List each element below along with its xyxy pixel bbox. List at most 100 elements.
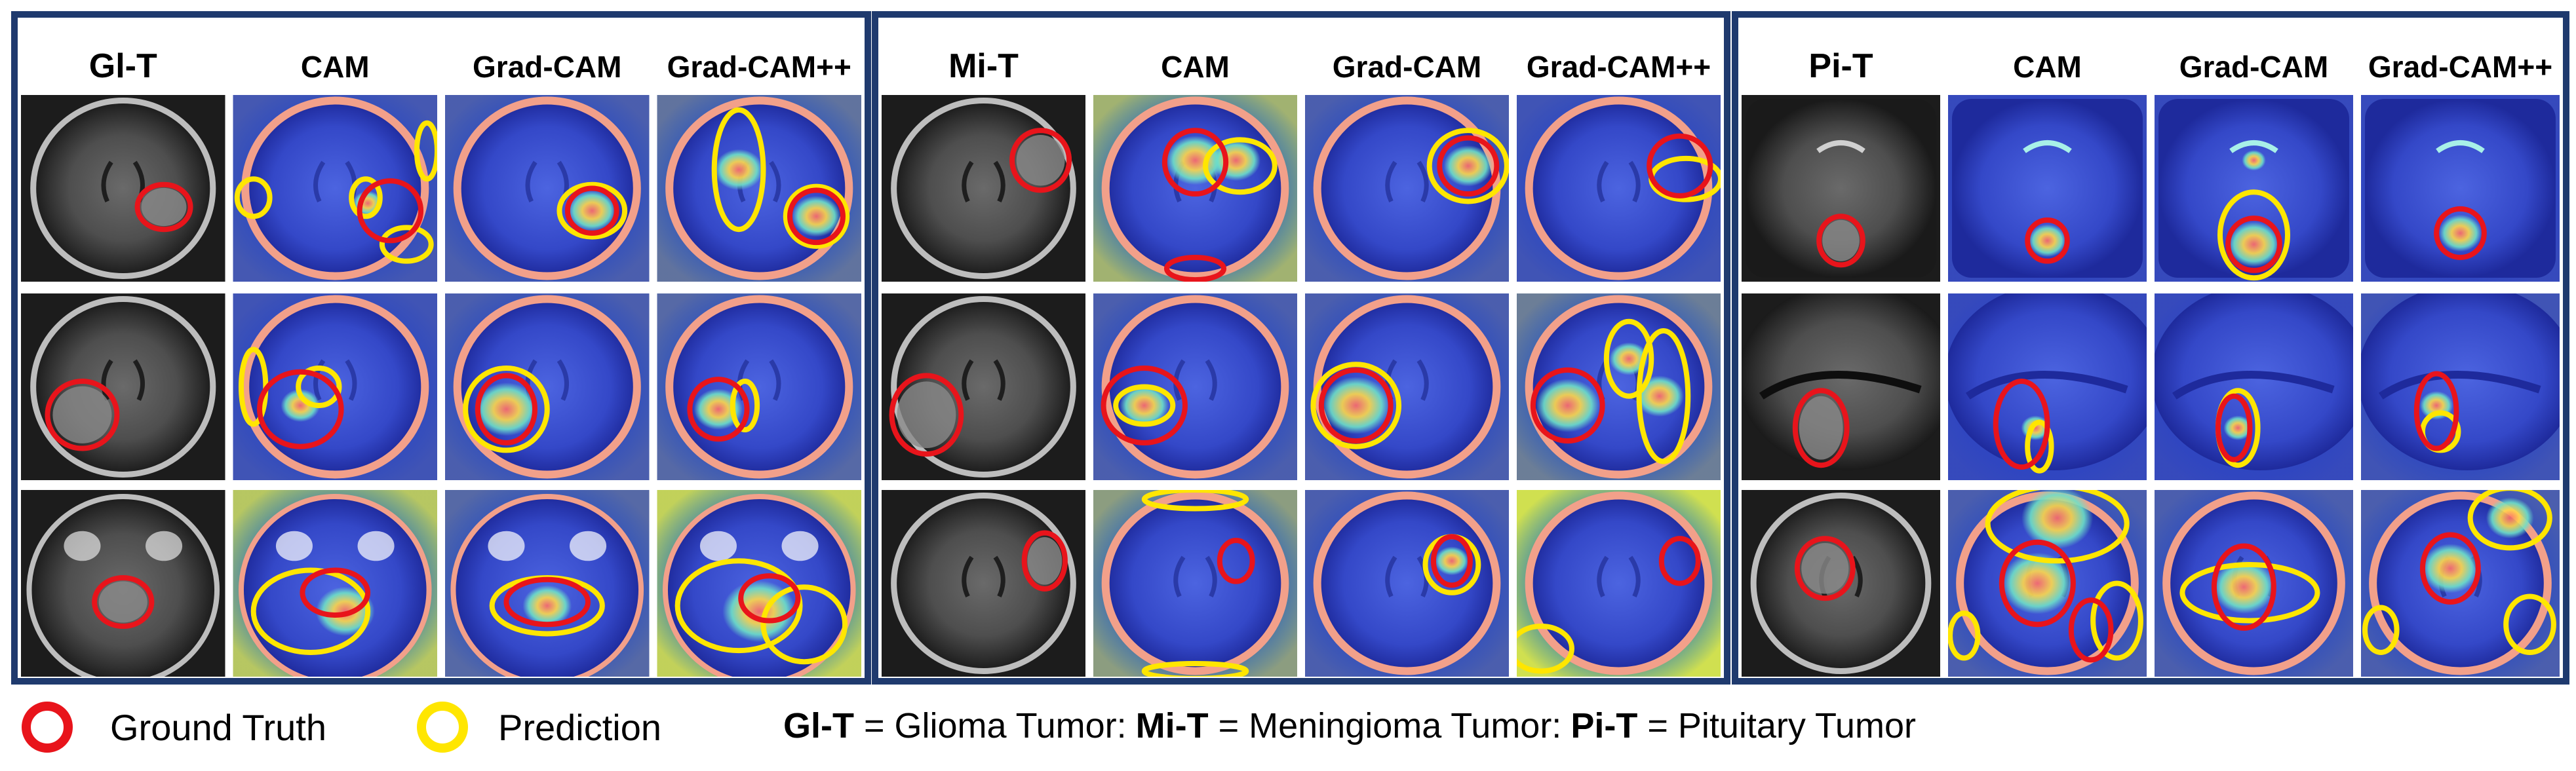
image-meningioma-r1-c4 [1517, 95, 1721, 282]
prediction-ellipse [1985, 490, 2130, 564]
brain-slice [241, 96, 429, 280]
prediction-ellipse [349, 176, 383, 219]
heat-spot [792, 195, 841, 237]
brain-slice [1313, 96, 1501, 280]
image-meningioma-r2-c2 [1093, 293, 1297, 480]
ground-truth-ellipse [2225, 216, 2282, 273]
image-pituitary-r2-c1 [1742, 293, 1940, 480]
heat-spot [2227, 221, 2280, 267]
ground-truth-ellipse [45, 378, 120, 451]
orbit-right [570, 531, 607, 561]
ground-truth-ellipse [687, 377, 750, 442]
brain-slice [2365, 99, 2556, 278]
orbit-left [488, 531, 525, 561]
ground-truth-ellipse [2215, 393, 2253, 462]
ground-truth-ellipse [475, 373, 538, 446]
image-pituitary-r1-c1 [1742, 95, 1940, 282]
column-header-glioma-3: Grad-CAM++ [667, 50, 851, 84]
ground-truth-ellipse [1161, 128, 1229, 197]
ground-truth-ellipse [1993, 378, 2050, 470]
image-glioma-r3-c3 [445, 490, 650, 677]
column-header-glioma-1: CAM [301, 50, 370, 84]
heat-spot [714, 149, 764, 191]
image-glioma-r2-c1 [21, 293, 225, 480]
image-pituitary-r1-c4 [2361, 95, 2560, 282]
heat-spot [2486, 497, 2534, 539]
ground-truth-ellipse [889, 373, 964, 457]
prediction-ellipse [1203, 137, 1278, 195]
abbreviation-legend: Gl-T = Glioma Tumor: Mi-T = Meningioma Tu… [783, 706, 1916, 745]
prediction-ellipse [296, 366, 342, 408]
tumor-region [1801, 542, 1849, 594]
ground-truth-ellipse [787, 187, 846, 246]
ground-truth-ellipse [1999, 539, 2076, 628]
ventricles [101, 359, 145, 401]
image-pituitary-r3-c4 [2361, 490, 2560, 677]
heat-spot [567, 190, 617, 232]
ground-truth-ellipse [256, 369, 344, 449]
image-pituitary-r2-c2 [1948, 293, 2147, 480]
prediction-label: Prediction [498, 707, 661, 748]
ground-truth-ellipse [503, 576, 591, 628]
corpus-callosum [2172, 371, 2335, 400]
ground-truth-swatch [22, 702, 73, 753]
prediction-ellipse [1636, 328, 1691, 464]
ground-truth-ellipse [1647, 133, 1713, 198]
heat-spot [1443, 145, 1493, 187]
prediction-ellipse [674, 558, 803, 654]
brain-slice [30, 98, 216, 279]
tumor-region [1027, 536, 1063, 585]
ground-truth-ellipse [1430, 534, 1473, 588]
heat-spot [2021, 490, 2094, 549]
ground-truth-label: Ground Truth [110, 707, 326, 748]
image-glioma-r1-c1 [21, 95, 225, 282]
heat-spot [1536, 379, 1600, 432]
orbit-left [275, 531, 313, 561]
prediction-ellipse [1603, 318, 1654, 399]
image-pituitary-r1-c2 [1948, 95, 2147, 282]
ground-truth-ellipse [134, 181, 193, 233]
heat-spot [2223, 415, 2253, 441]
heat-spot [2001, 552, 2073, 614]
ground-truth-ellipse [1530, 367, 1605, 444]
image-glioma-r3-c4 [657, 490, 861, 677]
ventricles [962, 555, 1005, 597]
image-meningioma-r2-c4 [1517, 293, 1721, 480]
brain-slice [665, 295, 853, 479]
image-glioma-r1-c3 [445, 95, 650, 282]
orbit-right [357, 531, 395, 561]
image-glioma-r2-c4 [657, 293, 861, 480]
heat-spot [1434, 546, 1470, 576]
tumor-region [52, 386, 112, 443]
brain-slice [1525, 491, 1713, 675]
ventricles [313, 359, 357, 401]
orbit-right [146, 531, 183, 561]
image-meningioma-r2-c3 [1305, 293, 1509, 480]
image-meningioma-r3-c3 [1305, 490, 1509, 677]
ground-truth-ellipse [2211, 543, 2276, 631]
image-glioma-r2-c3 [445, 293, 650, 480]
ventricles [1816, 140, 1865, 153]
comparison-figure: Gl-T CAM Grad-CAM Grad-CAM++ Mi-T CAM Grad-CAM… [11, 11, 2569, 685]
heat-spot [1635, 375, 1685, 417]
prediction-ellipse [1141, 490, 1249, 512]
image-meningioma-r3-c2 [1093, 490, 1297, 677]
ground-truth-ellipse [357, 178, 424, 244]
heat-spot [2438, 214, 2482, 252]
ground-truth-ellipse [738, 573, 801, 624]
image-glioma-r1-c2 [233, 95, 437, 282]
image-meningioma-r1-c1 [882, 95, 1085, 282]
abbr-meningioma: Mi-T [1136, 706, 1209, 745]
prediction-swatch [417, 702, 468, 753]
image-meningioma-r1-c2 [1093, 95, 1297, 282]
brain-slice [1101, 295, 1289, 479]
ground-truth-ellipse [2419, 532, 2481, 605]
column-header-meningioma-2: Grad-CAM [1333, 50, 1481, 84]
tumor-region [1016, 134, 1065, 186]
prediction-ellipse [379, 225, 434, 264]
ground-truth-ellipse [1217, 537, 1255, 584]
ventricles [2229, 140, 2278, 153]
tumor-region [98, 581, 147, 623]
ground-truth-ellipse [1816, 214, 1865, 268]
ground-truth-ellipse [1021, 530, 1068, 592]
